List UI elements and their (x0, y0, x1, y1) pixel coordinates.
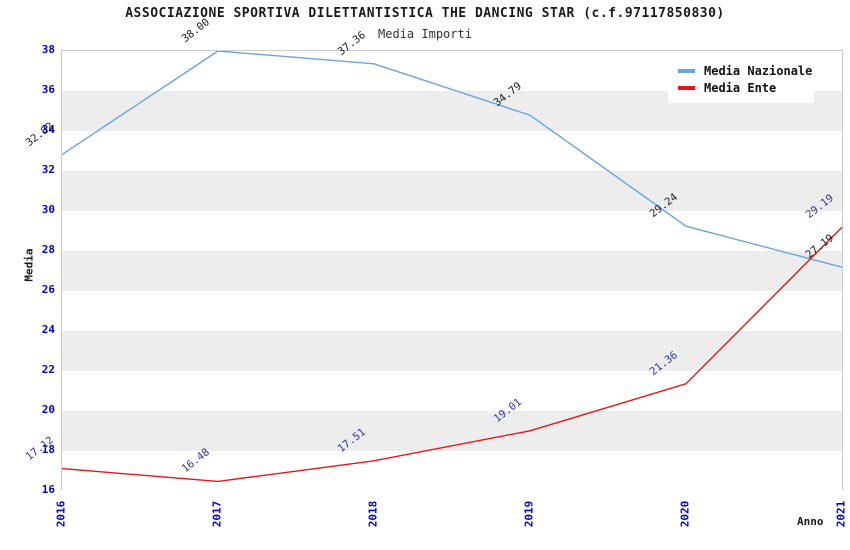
y-tick-label: 38 (41, 43, 55, 56)
plot-band (62, 211, 842, 251)
y-tick-label: 32 (41, 163, 55, 176)
y-tick-label: 16 (41, 483, 55, 496)
plot-band (62, 451, 842, 491)
legend-label: Media Nazionale (704, 63, 813, 78)
legend-entry-media-ente: Media Ente (678, 79, 814, 96)
series-line-0 (62, 51, 843, 268)
line-swatch-icon (678, 68, 695, 73)
y-tick-label: 36 (41, 83, 55, 96)
chart-subtitle: Media Importi (378, 27, 472, 41)
plot-band (62, 171, 842, 211)
plot-band (62, 131, 842, 171)
line-swatch-icon (678, 85, 695, 90)
y-tick-label: 26 (41, 283, 55, 296)
x-tick-label: 2016 (54, 500, 68, 528)
y-tick-label: 18 (41, 443, 55, 456)
chart-title: ASSOCIAZIONE SPORTIVA DILETTANTISTICA TH… (125, 6, 725, 21)
plot-band (62, 331, 842, 371)
legend-entry-media-nazionale: Media Nazionale (678, 62, 814, 79)
y-tick-label: 24 (41, 323, 55, 336)
x-tick-label: 2017 (210, 500, 224, 528)
plot-band (62, 411, 842, 451)
x-tick-label: 2018 (366, 500, 380, 528)
y-tick-label: 28 (41, 243, 55, 256)
legend-label: Media Ente (704, 80, 777, 95)
plot-band (62, 251, 842, 291)
y-tick-label: 20 (41, 403, 55, 416)
y-tick-label: 30 (41, 203, 55, 216)
y-tick-label: 34 (41, 123, 55, 136)
plot-band (62, 291, 842, 331)
plot-band (62, 371, 842, 411)
series-lines (62, 51, 843, 483)
x-tick-label: 2021 (834, 500, 848, 528)
x-axis-label: Anno (797, 515, 824, 528)
series-line-1 (62, 226, 843, 483)
plot-area (61, 50, 843, 491)
legend: Media Nazionale Media Ente (668, 55, 814, 103)
x-tick-label: 2020 (678, 500, 692, 528)
x-tick-label: 2019 (522, 500, 536, 528)
y-tick-label: 22 (41, 363, 55, 376)
